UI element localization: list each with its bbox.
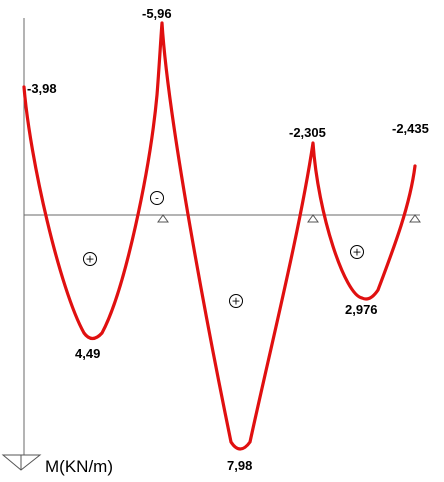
sign-span1: +	[83, 252, 97, 266]
label-left-support: -3,98	[27, 81, 57, 96]
label-support3: -2,305	[289, 125, 326, 140]
support-4-icon	[409, 214, 421, 223]
axis-title: M(KN/m)	[45, 457, 113, 476]
support-2-icon	[157, 214, 169, 223]
svg-text:+: +	[231, 295, 240, 308]
svg-text:-: -	[155, 192, 159, 205]
label-support2: -5,96	[142, 6, 172, 21]
support-3-icon	[307, 214, 319, 223]
sign-span2: +	[229, 294, 243, 308]
label-right-support: -2,435	[392, 121, 429, 136]
svg-text:+: +	[352, 246, 361, 259]
sign-span3: +	[350, 245, 364, 259]
label-span2-min: 7,98	[227, 458, 252, 473]
sign-support2: -	[150, 191, 164, 205]
svg-text:+: +	[85, 253, 94, 266]
moment-curve	[22, 21, 417, 451]
label-span3-min: 2,976	[345, 302, 378, 317]
label-span1-min: 4,49	[75, 346, 100, 361]
